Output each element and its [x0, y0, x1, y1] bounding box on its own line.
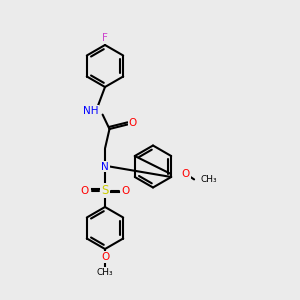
Text: O: O [101, 252, 109, 262]
Text: CH₃: CH₃ [97, 268, 113, 277]
Text: NH: NH [83, 106, 98, 116]
Text: F: F [102, 33, 108, 43]
Text: O: O [182, 169, 190, 179]
Text: CH₃: CH₃ [201, 175, 217, 184]
Text: O: O [129, 118, 137, 128]
Text: O: O [122, 185, 130, 196]
Text: S: S [101, 184, 109, 197]
Text: N: N [101, 161, 109, 172]
Text: O: O [80, 185, 88, 196]
